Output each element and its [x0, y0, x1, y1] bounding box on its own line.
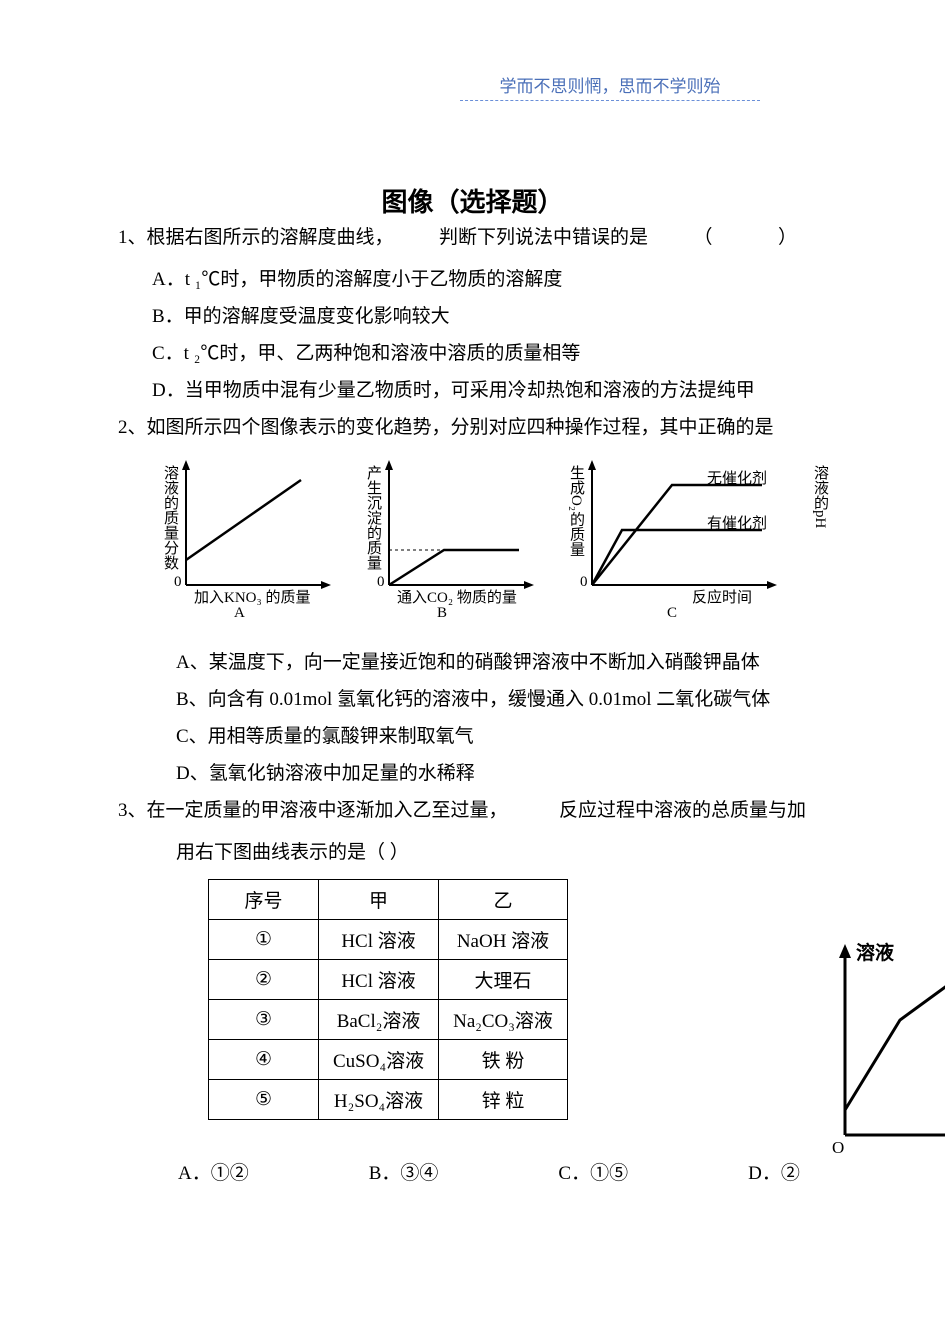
- q1-paren-open: （: [694, 227, 713, 248]
- q3-side-origin: O: [832, 1138, 844, 1158]
- cell: 铁 粉: [439, 1040, 568, 1080]
- chart-a-origin: 0: [174, 574, 182, 591]
- table-header-row: 序号 甲 乙: [209, 880, 568, 920]
- cell: 锌 粒: [439, 1080, 568, 1120]
- q1-option-c: C．t ₂℃时，甲、乙两种饱和溶液中溶质的质量相等: [152, 338, 945, 365]
- content-area: 1、根据右图所示的溶解度曲线， 判断下列说法中错误的是 （ ） A．t ₁℃时，…: [118, 222, 945, 1185]
- q3-stem-line2: 用右下图曲线表示的是（ ）: [176, 837, 945, 869]
- chart-a-ylabel: 溶液的质量分数: [160, 465, 181, 570]
- cell: BaCl₂溶液: [319, 1000, 439, 1040]
- chart-c-ylabel: 生成O₂的质量: [566, 465, 587, 556]
- table-row: ⑤ H₂SO₄溶液 锌 粒: [209, 1080, 568, 1120]
- chart-c-line1: 无催化剂: [707, 467, 767, 488]
- chart-b-ylabel: 产生沉淀的质量: [363, 465, 384, 570]
- q2-option-c: C、用相等质量的氯酸钾来制取氧气: [176, 721, 945, 748]
- chart-c: 生成O₂的质量 0 无催化剂 有催化剂 反应时间 C: [562, 455, 782, 635]
- chart-a-xlabel: 加入KNO₃ 的质量: [194, 586, 310, 607]
- chart-d: 溶液的pH: [810, 455, 838, 635]
- q3-options-row: A．①② B．③④ C．①⑤ D．②: [178, 1158, 945, 1185]
- q3-side-chart-svg: [830, 940, 945, 1160]
- chart-b-tag: B: [437, 605, 447, 622]
- cell: ②: [209, 960, 319, 1000]
- chart-a-tag: A: [234, 605, 245, 622]
- table-row: ① HCl 溶液 NaOH 溶液: [209, 920, 568, 960]
- cell: 大理石: [439, 960, 568, 1000]
- q1-paren-close: ）: [778, 227, 797, 248]
- q3-side-chart: 溶液 O: [830, 940, 945, 1140]
- table-row: ② HCl 溶液 大理石: [209, 960, 568, 1000]
- chart-b-origin: 0: [377, 574, 385, 591]
- table-row: ③ BaCl₂溶液 Na₂CO₃溶液: [209, 1000, 568, 1040]
- q3-option-b: B．③④: [369, 1158, 439, 1185]
- chart-b-xlabel: 通入CO₂ 物质的量: [397, 586, 517, 607]
- chart-c-xlabel: 反应时间: [692, 586, 752, 607]
- q3-option-c: C．①⑤: [558, 1158, 628, 1185]
- q1-option-a: A．t ₁℃时，甲物质的溶解度小于乙物质的溶解度: [152, 264, 945, 291]
- cell: H₂SO₄溶液: [319, 1080, 439, 1120]
- page-title: 图像（选择题）: [0, 182, 945, 219]
- q1-stem-p2: 判断下列说法中错误的是: [439, 227, 648, 248]
- cell: HCl 溶液: [319, 960, 439, 1000]
- q2-stem: 2、如图所示四个图像表示的变化趋势，分别对应四种操作过程，其中正确的是: [118, 412, 945, 444]
- header-quote: 学而不思则惘，思而不学则殆: [460, 72, 760, 101]
- q1-stem-p1: 1、根据右图所示的溶解度曲线，: [118, 227, 394, 248]
- q1-stem: 1、根据右图所示的溶解度曲线， 判断下列说法中错误的是 （ ）: [118, 222, 945, 254]
- q3-stem-p2: 反应过程中溶液的总质量与加: [559, 800, 806, 821]
- q1-option-b: B．甲的溶解度受温度变化影响较大: [152, 301, 945, 328]
- cell: ⑤: [209, 1080, 319, 1120]
- cell: NaOH 溶液: [439, 920, 568, 960]
- th-0: 序号: [209, 880, 319, 920]
- q3-option-d: D．②: [748, 1158, 800, 1185]
- q2-option-b: B、向含有 0.01mol 氢氧化钙的溶液中，缓慢通入 0.01mol 二氧化碳…: [176, 684, 945, 711]
- q3-table: 序号 甲 乙 ① HCl 溶液 NaOH 溶液 ② HCl 溶液 大理石 ③ B…: [208, 879, 568, 1120]
- q3-stem: 3、在一定质量的甲溶液中逐渐加入乙至过量， 反应过程中溶液的总质量与加: [118, 795, 945, 827]
- charts-row: 溶液的质量分数 0 加入KNO₃ 的质量 A 产生沉淀的质量 0 通入CO₂ 物…: [156, 455, 945, 635]
- q2-option-a: A、某温度下，向一定量接近饱和的硝酸钾溶液中不断加入硝酸钾晶体: [176, 647, 945, 674]
- table-row: ④ CuSO₄溶液 铁 粉: [209, 1040, 568, 1080]
- chart-c-origin: 0: [580, 574, 588, 591]
- cell: Na₂CO₃溶液: [439, 1000, 568, 1040]
- th-2: 乙: [439, 880, 568, 920]
- cell: CuSO₄溶液: [319, 1040, 439, 1080]
- q1-option-d: D．当甲物质中混有少量乙物质时，可采用冷却热饱和溶液的方法提纯甲: [152, 375, 945, 402]
- cell: HCl 溶液: [319, 920, 439, 960]
- chart-a: 溶液的质量分数 0 加入KNO₃ 的质量 A: [156, 455, 331, 635]
- q3-stem-p1: 3、在一定质量的甲溶液中逐渐加入乙至过量，: [118, 800, 508, 821]
- chart-b: 产生沉淀的质量 0 通入CO₂ 物质的量 B: [359, 455, 534, 635]
- chart-c-tag: C: [667, 605, 677, 622]
- cell: ①: [209, 920, 319, 960]
- q3-option-a: A．①②: [178, 1158, 249, 1185]
- chart-c-line2: 有催化剂: [707, 512, 767, 533]
- th-1: 甲: [319, 880, 439, 920]
- cell: ③: [209, 1000, 319, 1040]
- q3-side-ylabel: 溶液: [856, 938, 894, 965]
- q2-option-d: D、氢氧化钠溶液中加足量的水稀释: [176, 758, 945, 785]
- chart-d-ylabel: 溶液的pH: [810, 465, 831, 528]
- cell: ④: [209, 1040, 319, 1080]
